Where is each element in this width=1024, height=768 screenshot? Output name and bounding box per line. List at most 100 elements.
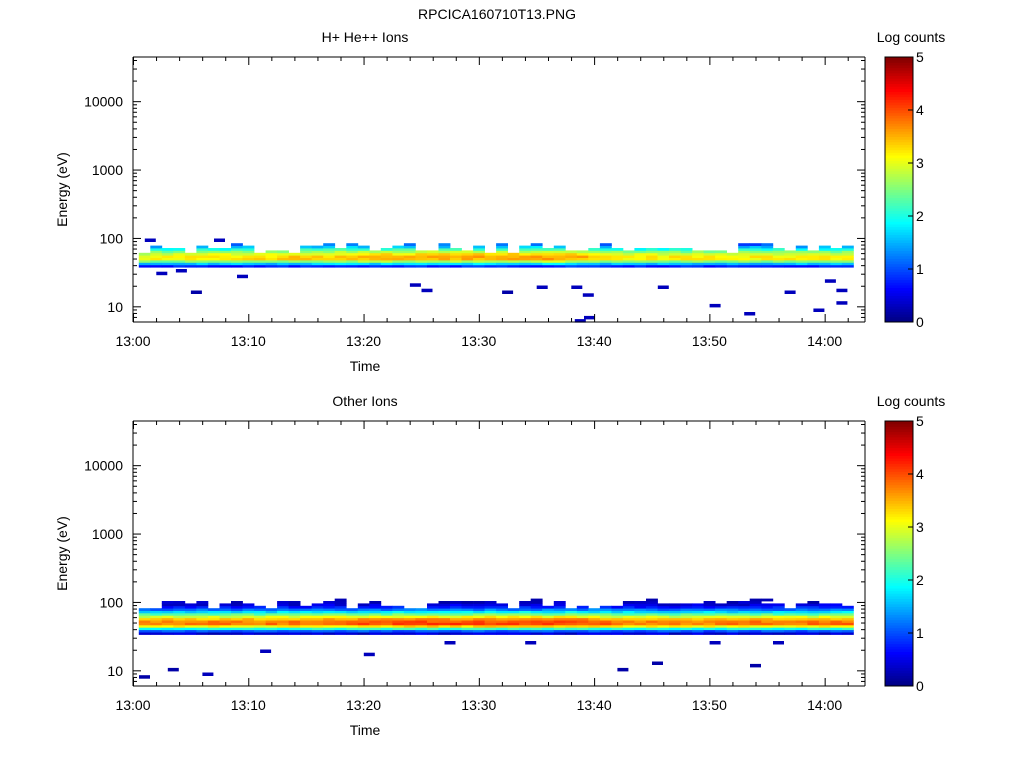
heatmap-cell: [265, 260, 278, 263]
heatmap-cell: [588, 260, 601, 263]
heatmap-cell: [380, 627, 393, 631]
colorbar-segment: [885, 476, 913, 480]
colorbar-segment: [885, 78, 913, 82]
heatmap-cell: [484, 617, 497, 621]
heatmap-cell: [646, 252, 658, 256]
heatmap-cell: [369, 610, 382, 614]
heatmap-cell: [173, 250, 186, 254]
heatmap-cell: [749, 629, 762, 633]
colorbar-segment: [885, 88, 913, 92]
heatmap-cell: [657, 629, 670, 633]
colorbar-segment: [885, 566, 913, 570]
y-tick-label: 10000: [84, 94, 123, 110]
colorbar-segment: [885, 102, 913, 106]
heatmap-cell: [772, 260, 785, 263]
heatmap-cell: [323, 248, 336, 251]
heatmap-cell: [300, 250, 312, 254]
colorbar-segment: [885, 96, 913, 100]
heatmap-cell: [450, 629, 462, 633]
heatmap-cell: [784, 610, 797, 614]
heatmap-cell: [138, 257, 151, 261]
heatmap-cell: [219, 610, 232, 614]
heatmap-cell: [715, 252, 727, 256]
colorbar-segment: [885, 587, 913, 592]
heatmap-cell: [461, 629, 474, 633]
heatmap-cell: [738, 257, 751, 261]
colorbar-segment: [885, 675, 913, 679]
heatmap-cell: [553, 248, 566, 251]
heatmap-cell: [231, 629, 243, 633]
heatmap-cell: [818, 617, 831, 621]
colorbar-segment: [885, 468, 913, 472]
heatmap-cell: [219, 617, 232, 621]
heatmap-cell: [565, 620, 578, 623]
heatmap-cell: [530, 252, 543, 256]
heatmap-cell: [749, 598, 762, 602]
heatmap-cell: [496, 262, 508, 266]
heatmap-cell: [173, 612, 186, 616]
heatmap-cell: [300, 612, 312, 616]
heatmap-cell: [542, 257, 555, 261]
colorbar-segment: [885, 152, 913, 156]
colorbar-segment: [885, 239, 913, 243]
colorbar-segment: [885, 223, 913, 228]
heatmap-cell: [622, 627, 635, 631]
heatmap-cell: [173, 255, 186, 258]
heatmap-cell: [841, 610, 854, 614]
heatmap-cell: [703, 252, 716, 256]
heatmap-cell: [369, 264, 382, 268]
colorbar-segment: [885, 205, 913, 209]
heatmap-cell: [795, 615, 808, 619]
heatmap-cell: [692, 624, 704, 628]
heatmap-cell: [622, 252, 635, 256]
heatmap-cell: [473, 622, 485, 626]
heatmap-cell: [138, 620, 151, 623]
heatmap-cell: [450, 622, 462, 626]
heatmap-cell: [657, 262, 670, 266]
colorbar-segment: [885, 601, 913, 605]
colorbar-segment: [885, 202, 913, 206]
heatmap-cell: [553, 250, 566, 254]
colorbar-segment: [885, 290, 913, 294]
heatmap-cell: [173, 608, 186, 611]
heatmap-cell: [761, 627, 774, 631]
heatmap-cell: [461, 624, 474, 628]
heatmap-cell: [715, 627, 727, 631]
heatmap-cell: [311, 262, 324, 266]
colorbar-segment: [885, 208, 913, 212]
heatmap-cell: [392, 610, 405, 614]
heatmap-cell: [772, 603, 785, 607]
heatmap-cell: [161, 615, 174, 619]
heatmap-cell: [715, 612, 727, 616]
heatmap-cell: [150, 627, 163, 631]
heatmap-cell: [231, 617, 243, 621]
heatmap-cell: [622, 617, 635, 621]
heatmap-cell: [461, 612, 474, 616]
heatmap-cell: [530, 629, 543, 633]
heatmap-cell: [761, 260, 774, 263]
heatmap-cell: [254, 252, 266, 256]
heatmap-cell: [311, 629, 324, 633]
heatmap-cell: [588, 622, 601, 626]
heatmap-cell: [323, 617, 336, 621]
x-tick-label: 13:30: [461, 333, 496, 349]
heatmap-cell: [265, 615, 278, 619]
heatmap-cell: [161, 248, 174, 251]
heatmap-cell: [323, 264, 336, 268]
heatmap-cell: [772, 624, 785, 628]
heatmap-cell: [611, 632, 624, 635]
heatmap-cell: [369, 260, 382, 263]
colorbar-segment: [885, 519, 913, 523]
heatmap-cell: [438, 260, 451, 263]
heatmap-cell: [542, 248, 555, 251]
heatmap-cell: [784, 629, 797, 633]
heatmap-cell: [588, 627, 601, 631]
heatmap-cell: [611, 248, 624, 251]
heatmap-cell: [461, 250, 474, 254]
heatmap-cell: [830, 608, 843, 611]
heatmap-cell: [669, 632, 681, 635]
heatmap-cell: [173, 610, 186, 614]
heatmap-cell: [473, 620, 485, 623]
heatmap-cell: [277, 612, 289, 616]
heatmap-cell: [692, 612, 704, 616]
